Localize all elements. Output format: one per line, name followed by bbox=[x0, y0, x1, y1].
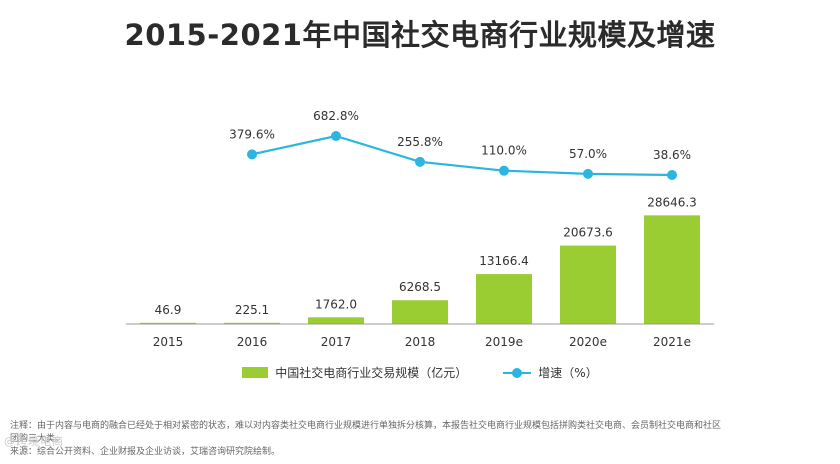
bar-value-label: 46.9 bbox=[155, 303, 182, 317]
growth-point bbox=[583, 168, 593, 179]
bar-value-label: 1762.0 bbox=[315, 297, 357, 311]
x-tick-label: 2018 bbox=[405, 335, 436, 349]
growth-value-label: 57.0% bbox=[569, 147, 607, 161]
note-text-continued: 团购三大类。 bbox=[10, 434, 65, 444]
bar-value-label: 13166.4 bbox=[479, 254, 529, 268]
growth-value-label: 379.6% bbox=[229, 127, 275, 141]
legend-item-bar: 中国社交电商行业交易规模（亿元） bbox=[242, 364, 467, 381]
legend-bar-label: 中国社交电商行业交易规模（亿元） bbox=[275, 366, 468, 380]
x-tick-label: 2020e bbox=[569, 335, 607, 349]
bar bbox=[140, 322, 196, 324]
growth-point bbox=[415, 156, 425, 167]
chart-legend: 中国社交电商行业交易规模（亿元） 增速（%） bbox=[0, 364, 840, 381]
legend-line-label: 增速（%） bbox=[538, 366, 598, 380]
legend-bar-swatch bbox=[242, 367, 269, 378]
bar bbox=[560, 245, 616, 324]
x-tick-label: 2015 bbox=[153, 335, 184, 349]
x-tick-label: 2017 bbox=[321, 335, 352, 349]
growth-value-label: 110.0% bbox=[481, 144, 527, 158]
growth-value-label: 682.8% bbox=[313, 109, 359, 123]
bar bbox=[644, 215, 700, 324]
footnotes: 注释：由于内容与电商的融合已经处于相对紧密的状态，难以对内容类社交电商行业规模进… bbox=[10, 420, 832, 459]
legend-item-line: 增速（%） bbox=[503, 364, 598, 381]
growth-point bbox=[499, 165, 509, 176]
bar-value-label: 20673.6 bbox=[563, 226, 613, 240]
growth-point bbox=[247, 149, 257, 160]
legend-line-swatch bbox=[503, 367, 532, 379]
source-text: 来源：综合公开资料、企业财报及企业访谈，艾瑞咨询研究院绘制。 bbox=[10, 447, 281, 457]
bar-value-label: 225.1 bbox=[235, 303, 269, 317]
growth-value-label: 38.6% bbox=[653, 148, 691, 162]
x-tick-label: 2021e bbox=[653, 335, 691, 349]
chart-title: 2015-2021年中国社交电商行业规模及增速 bbox=[124, 18, 716, 52]
bar bbox=[224, 322, 280, 324]
bar-value-label: 6268.5 bbox=[399, 280, 441, 294]
growth-point bbox=[331, 131, 341, 141]
bar-value-label: 28646.3 bbox=[647, 195, 697, 209]
bar bbox=[392, 300, 448, 324]
chart-svg: 46.9 225.1 1762.0 6268.5 13166.4 20673.6 28646… bbox=[126, 109, 714, 349]
growth-line bbox=[251, 134, 673, 177]
bar bbox=[308, 317, 364, 324]
x-tick-label: 2016 bbox=[237, 335, 268, 349]
growth-point bbox=[667, 170, 677, 180]
watermark: @跨境电商 bbox=[4, 435, 64, 448]
note-text: 注释：由于内容与电商的融合已经处于相对紧密的状态，难以对内容类社交电商行业规模进… bbox=[10, 421, 722, 431]
growth-value-label: 255.8% bbox=[397, 135, 443, 149]
x-tick-label: 2019e bbox=[485, 335, 523, 349]
bar bbox=[476, 274, 532, 324]
